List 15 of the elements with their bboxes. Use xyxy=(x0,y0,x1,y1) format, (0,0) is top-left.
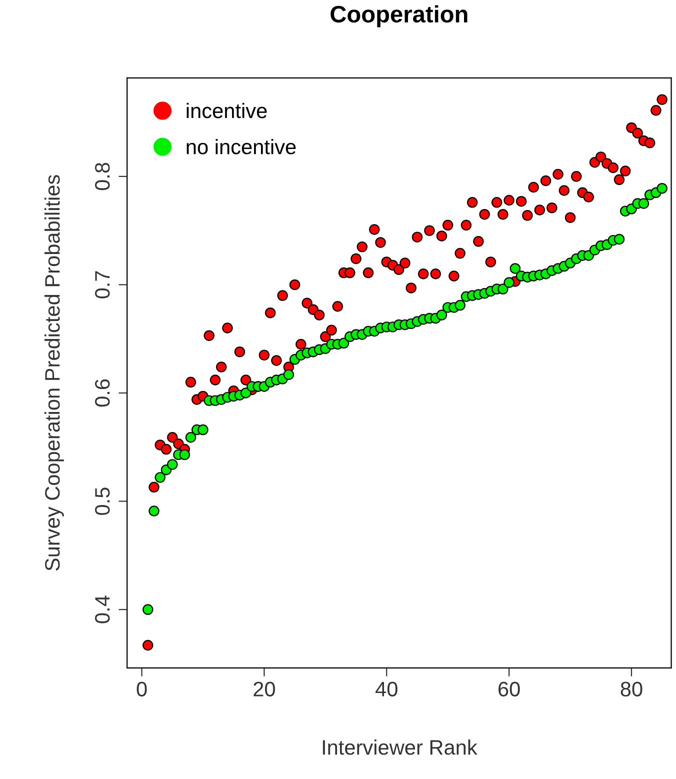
y-tick-label: 0.8 xyxy=(95,162,110,190)
x-tick-label: 0 xyxy=(136,682,147,696)
y-tick-label: 0.5 xyxy=(95,488,110,515)
legend-label: incentive xyxy=(186,102,267,118)
y-axis-title: Survey Cooperation Predicted Probabilities xyxy=(44,175,64,571)
chart-title: Cooperation xyxy=(330,5,468,28)
x-tick-label: 20 xyxy=(254,682,275,696)
x-axis-title: Interviewer Rank xyxy=(322,739,478,755)
legend-label: no incentive xyxy=(186,138,296,154)
y-tick-label: 0.6 xyxy=(95,379,110,407)
y-tick-label: 0.7 xyxy=(95,271,110,298)
x-tick-label: 40 xyxy=(376,682,398,696)
y-tick-label: 0.4 xyxy=(95,596,110,624)
x-tick-label: 60 xyxy=(498,682,520,696)
x-tick-label: 80 xyxy=(620,682,642,696)
